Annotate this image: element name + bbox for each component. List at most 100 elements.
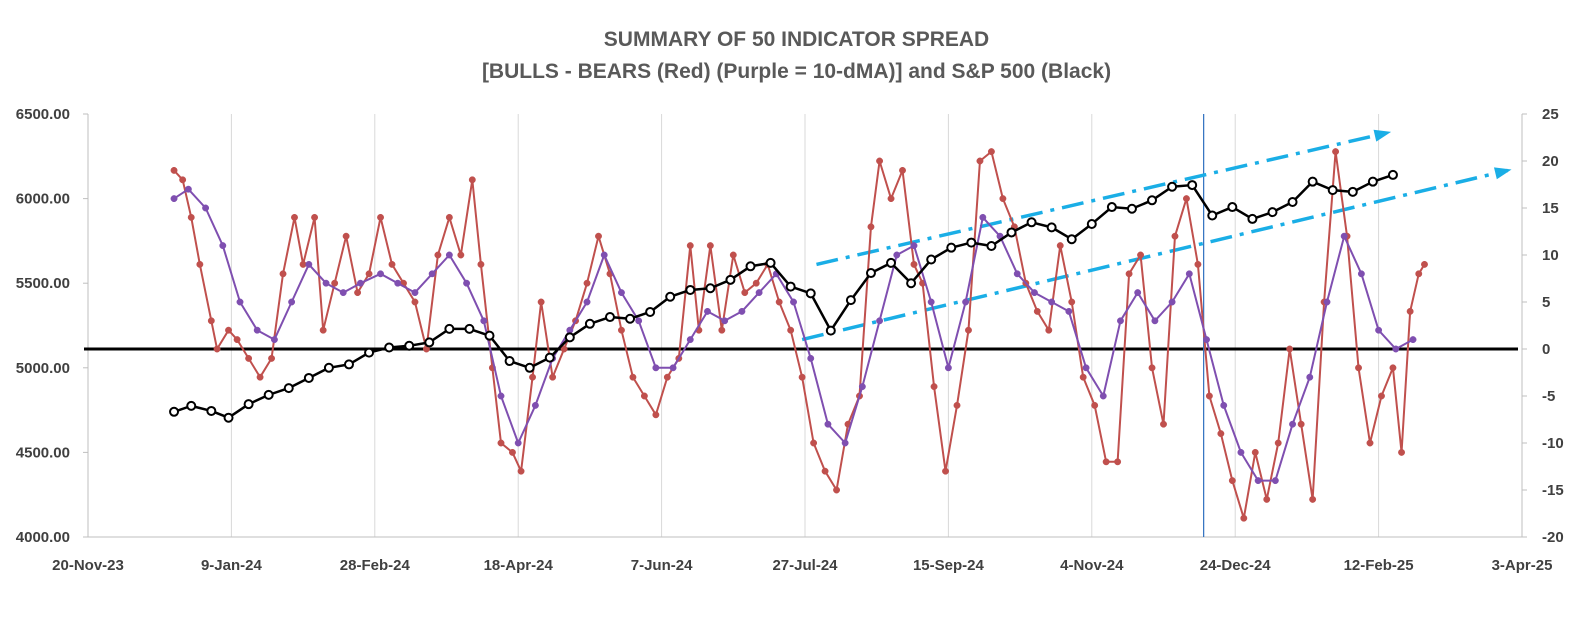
bulls-bears-point	[775, 298, 783, 306]
y-left-tick-label: 6000.00	[16, 191, 70, 208]
bulls-bears-point	[268, 354, 276, 362]
sp500-point	[645, 306, 656, 317]
sp500-point	[1046, 222, 1057, 233]
bulls-bears-point	[999, 195, 1007, 203]
bulls-bears-point	[342, 232, 350, 240]
bulls-bears-point	[1125, 270, 1133, 278]
y-left-tick-label: 4000.00	[16, 529, 70, 546]
ten-dma-point	[858, 383, 866, 391]
sp500-point	[404, 340, 415, 351]
ten-dma-point	[738, 307, 746, 315]
bulls-bears-point	[1421, 260, 1428, 268]
bulls-bears-point	[821, 467, 829, 475]
bulls-bears-point	[256, 373, 264, 381]
bulls-bears-point	[457, 251, 465, 259]
bulls-bears-point	[1406, 307, 1414, 315]
ten-dma-point	[236, 298, 244, 306]
ten-dma-point	[1168, 298, 1176, 306]
y-right-tick-label: -10	[1542, 435, 1564, 452]
bulls-bears-point	[1171, 232, 1179, 240]
ten-dma-point	[1375, 326, 1383, 334]
y-right-tick-label: 25	[1542, 106, 1559, 123]
bulls-bears-point	[196, 260, 204, 268]
sp500-point	[1147, 195, 1158, 206]
channel-lower-arrow-head	[1493, 167, 1512, 180]
ten-dma-point	[1082, 364, 1090, 372]
x-tick-label: 4-Nov-24	[1060, 557, 1124, 574]
bulls-bears-point	[1091, 401, 1099, 409]
ten-dma-point	[1289, 420, 1297, 428]
sp500-point	[1227, 202, 1238, 213]
bulls-bears-point	[1056, 242, 1064, 250]
ten-dma-point	[617, 289, 625, 297]
bulls-bears-point	[560, 345, 568, 353]
sp500-point	[564, 332, 575, 343]
sp500-series	[169, 169, 1398, 423]
ten-dma-point	[1185, 270, 1193, 278]
channel-lower-arrow-line	[801, 168, 1509, 342]
bulls-bears-point	[965, 326, 972, 334]
y-left-tick-label: 5000.00	[16, 360, 70, 377]
ten-dma-point	[428, 270, 436, 278]
channel-upper-arrow-line	[816, 131, 1388, 267]
sp500-point	[604, 312, 615, 323]
sp500-point	[845, 295, 856, 306]
sp500-point	[1086, 218, 1097, 229]
bulls-bears-point	[798, 373, 806, 381]
bulls-bears-point	[1263, 495, 1271, 503]
y-right-tick-label: 15	[1542, 200, 1559, 217]
ten-dma-point	[1065, 307, 1073, 315]
ten-dma-point	[755, 289, 763, 297]
bulls-bears-point	[509, 448, 516, 456]
sp500-point	[1006, 227, 1017, 238]
ten-dma-point	[790, 298, 797, 306]
ten-dma-point	[1117, 317, 1124, 325]
x-tick-label: 24-Dec-24	[1200, 557, 1272, 574]
bulls-bears-point	[987, 148, 995, 156]
bulls-bears-point	[1274, 439, 1282, 447]
bulls-bears-point	[1389, 364, 1397, 372]
bulls-bears-point	[663, 373, 671, 381]
ten-dma-point	[445, 251, 453, 259]
sp500-point	[1267, 207, 1278, 218]
sp500-point	[825, 325, 836, 336]
bulls-bears-point	[388, 260, 396, 268]
ten-dma-point	[876, 317, 884, 325]
sp500-point	[1187, 180, 1198, 191]
ten-dma-point	[704, 307, 711, 315]
sp500-point	[283, 383, 294, 394]
ten-dma-point	[841, 439, 849, 447]
x-tick-label: 15-Sep-24	[913, 557, 985, 574]
ten-dma-point	[1392, 345, 1400, 353]
ten-dma-point	[824, 420, 832, 428]
sp500-point	[1307, 176, 1318, 187]
bulls-bears-point	[930, 383, 938, 391]
bulls-bears-point	[1079, 373, 1087, 381]
bulls-bears-point	[354, 289, 362, 297]
bulls-bears-point	[1415, 270, 1423, 278]
sp500-point	[444, 323, 455, 334]
ten-dma-point	[394, 279, 402, 287]
bulls-bears-point	[299, 260, 307, 268]
sp500-point	[263, 389, 274, 400]
x-tick-label: 3-Apr-25	[1492, 557, 1553, 574]
ten-dma-point	[635, 317, 643, 325]
ten-dma-point	[170, 195, 178, 203]
bulls-bears-point	[1297, 420, 1305, 428]
sp500-point	[1207, 210, 1218, 221]
bulls-bears-point	[311, 213, 319, 221]
bulls-bears-point	[1148, 364, 1156, 372]
bulls-bears-point	[1366, 439, 1374, 447]
ten-dma-point	[1134, 289, 1142, 297]
sp500-point	[243, 399, 254, 410]
sp500-point	[805, 288, 816, 299]
bulls-bears-point	[652, 411, 660, 419]
bulls-bears-point	[617, 326, 625, 334]
bulls-bears-point	[741, 289, 749, 297]
bulls-bears-point	[477, 260, 485, 268]
sp500-point	[169, 406, 180, 417]
sp500-point	[1167, 181, 1178, 192]
sp500-point	[544, 352, 555, 363]
bulls-bears-point	[434, 251, 442, 259]
